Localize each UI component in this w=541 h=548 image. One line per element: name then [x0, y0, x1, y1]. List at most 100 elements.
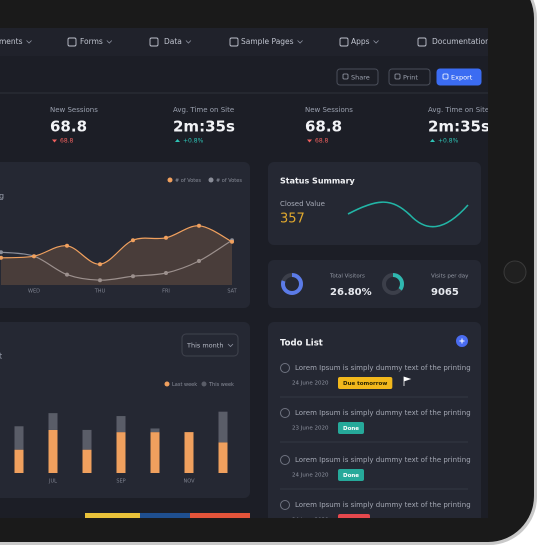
toolbar-button[interactable] [388, 68, 431, 86]
legend-label: # of Votes [175, 178, 201, 184]
checkbox[interactable] [280, 408, 290, 418]
nav-item[interactable]: Documentation [432, 37, 490, 46]
bar [82, 429, 92, 450]
bar [116, 416, 126, 433]
nav-item[interactable]: Forms [80, 37, 103, 46]
trend-arrow [307, 139, 312, 143]
strip [85, 513, 250, 518]
chevron [26, 40, 32, 44]
chevron [106, 40, 113, 44]
chart-subtitle: g [0, 192, 4, 201]
todo-card [268, 322, 481, 518]
checkbox[interactable] [280, 500, 290, 510]
stat-value: 68.8 [305, 118, 342, 136]
x-tick-label: NOV [183, 479, 195, 485]
point [98, 262, 102, 267]
legend-dot [208, 177, 214, 183]
point [0, 250, 3, 255]
line [0, 239, 233, 281]
stat-label: New Sessions [305, 106, 353, 114]
legend-dot [167, 177, 173, 183]
checkbox[interactable] [280, 455, 290, 465]
point [65, 243, 69, 248]
chevron [297, 40, 303, 44]
point [164, 271, 168, 275]
point [0, 255, 3, 260]
bar [14, 449, 24, 473]
point [197, 259, 201, 263]
legend-dot [201, 381, 207, 387]
toolbar-button[interactable] [436, 68, 482, 86]
point [131, 238, 135, 243]
point [98, 278, 102, 283]
plus-icon [459, 338, 465, 344]
donut-arc [382, 273, 404, 295]
stat-label: New Sessions [50, 106, 98, 114]
point [230, 239, 234, 244]
button-label: Export [451, 74, 473, 82]
nav-icon[interactable] [417, 37, 427, 47]
nav-icon[interactable] [339, 37, 349, 47]
nav-icon[interactable] [149, 37, 159, 47]
bar [14, 426, 24, 450]
card-title: Todo List [280, 339, 323, 349]
visitor-value: 9065 [431, 287, 459, 298]
bar [184, 432, 194, 473]
nav-icon[interactable] [229, 37, 239, 47]
bar [48, 413, 58, 430]
point [65, 272, 69, 277]
dropdown[interactable] [181, 333, 239, 357]
visitor-value: 26.80% [330, 287, 372, 298]
nav-item[interactable]: Data [164, 37, 182, 46]
stat-value: 2m:35s [173, 118, 235, 136]
visitors-card [268, 260, 481, 308]
point [131, 274, 135, 279]
toolbar-button[interactable] [336, 68, 379, 86]
stat-label: Avg. Time on Site [173, 106, 234, 114]
chevron [227, 343, 234, 348]
todo-date: 24 June 2020 [292, 518, 329, 524]
legend-dot [164, 381, 170, 387]
todo-text: Lorem Ipsum is simply dummy text of the … [295, 501, 471, 509]
stat-change: 68.8 [60, 138, 74, 145]
nav-item[interactable]: Sample Pages [241, 37, 294, 46]
nav-bar [0, 28, 488, 56]
status-label: Closed Value [280, 200, 325, 208]
legend-label: # of Votes [216, 178, 242, 184]
todo-date: 24 June 2020 [292, 381, 329, 387]
area [1, 225, 232, 285]
bar [218, 411, 228, 443]
checkbox[interactable] [280, 363, 290, 373]
dropdown-label: This month [186, 342, 223, 350]
x-tick-label: FRI [162, 289, 170, 295]
point [197, 223, 201, 228]
trend-arrow [175, 139, 180, 142]
badge-bg [338, 422, 364, 434]
bar [218, 442, 228, 473]
badge-bg [338, 469, 364, 481]
legend-label: Last week [172, 382, 197, 388]
badge: Done [338, 469, 364, 481]
point [32, 254, 36, 259]
sparkline [347, 201, 469, 228]
badge: Due tomorrow [338, 377, 393, 389]
x-tick-label: JUL [48, 479, 57, 485]
button-label: Print [403, 74, 418, 82]
button-icon [442, 73, 449, 80]
chevron [373, 40, 379, 44]
chart-subtitle: t [0, 352, 2, 361]
flag-icon [403, 376, 412, 386]
nav-icon[interactable] [67, 37, 77, 47]
button-icon [342, 73, 349, 80]
x-tick-label: SEP [116, 479, 125, 485]
line-card [0, 162, 250, 308]
bar [116, 432, 126, 473]
stat-change: +0.8% [438, 138, 459, 145]
badge-bg [338, 514, 370, 518]
todo-date: 23 June 2020 [292, 426, 329, 432]
camera [503, 260, 527, 284]
visitor-label: Total Visitors [329, 274, 365, 280]
nav-item[interactable]: Apps [351, 37, 370, 46]
nav-item[interactable]: ments [0, 37, 23, 46]
